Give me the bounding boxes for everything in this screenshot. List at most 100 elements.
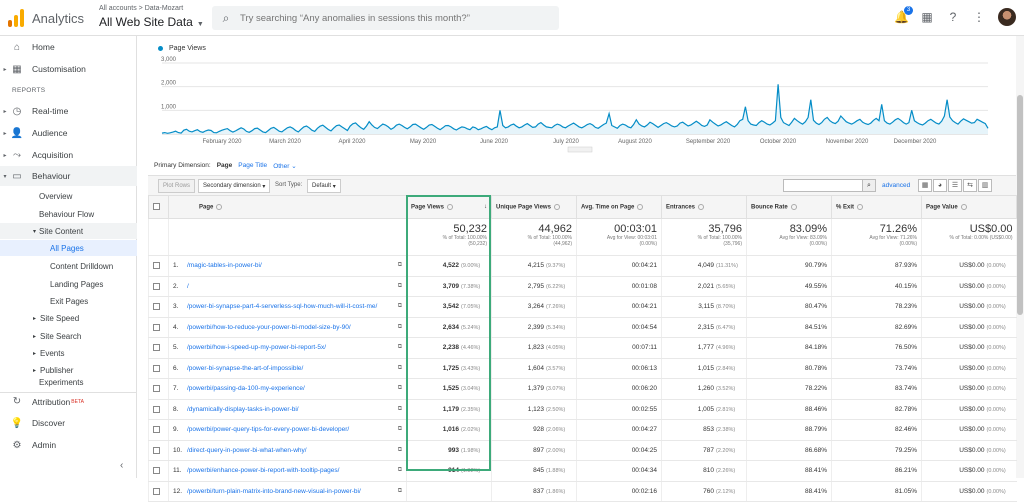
sort-type-select[interactable]: Default ▾ [307, 179, 341, 193]
select-all-header[interactable] [148, 195, 169, 219]
row-select-cell[interactable] [148, 337, 169, 359]
page-link[interactable]: /powerbi/how-to-reduce-your-power-bi-mod… [187, 323, 351, 331]
search-box[interactable]: ⌕ [212, 6, 559, 30]
scrollbar[interactable] [1016, 36, 1024, 478]
search-icon[interactable]: ⌕ [862, 179, 876, 192]
table-filter-input[interactable] [783, 179, 863, 192]
scrollbar-thumb[interactable] [1017, 95, 1023, 315]
row-select-cell[interactable] [148, 440, 169, 461]
help-icon[interactable]: ? [949, 10, 957, 24]
page-link[interactable]: /powerbi/passing-da-100-my-experience/ [187, 385, 305, 393]
row-checkbox[interactable] [153, 426, 160, 434]
page-link[interactable]: /powerbi/how-i-speed-up-my-power-bi-repo… [187, 344, 327, 352]
row-select-cell[interactable] [148, 317, 169, 338]
sidebar-item-customisation[interactable]: ▸ ▦ Customisation [0, 60, 137, 78]
sidebar-item-home[interactable]: ⌂ Home [0, 38, 137, 56]
dimension-page-title[interactable]: Page Title [238, 162, 268, 169]
advanced-filter-link[interactable]: advanced [882, 182, 911, 189]
row-checkbox[interactable] [153, 446, 160, 454]
row-select-cell[interactable] [148, 378, 169, 400]
open-external-icon[interactable]: ⧉ [397, 446, 402, 453]
row-select-cell[interactable] [148, 255, 169, 277]
open-external-icon[interactable]: ⧉ [397, 344, 402, 351]
page-link[interactable]: /powerbi/turn-plain-matrix-into-brand-ne… [187, 487, 361, 495]
sidebar-item-exit-pages[interactable]: Exit Pages [50, 296, 89, 306]
row-checkbox[interactable] [153, 303, 160, 311]
open-external-icon[interactable]: ⧉ [397, 323, 402, 330]
row-checkbox[interactable] [153, 344, 160, 352]
column-header-exit[interactable]: % Exit [831, 195, 922, 219]
row-checkbox[interactable] [153, 323, 160, 331]
sidebar-item-realtime[interactable]: ▸ ◷ Real-time [0, 102, 137, 120]
row-checkbox[interactable] [153, 385, 160, 393]
row-select-cell[interactable] [148, 481, 169, 502]
row-select-cell[interactable] [148, 358, 169, 379]
open-external-icon[interactable]: ⧉ [397, 467, 402, 474]
row-select-cell[interactable] [148, 399, 169, 420]
sidebar-item-content-drilldown[interactable]: Content Drilldown [50, 261, 114, 271]
performance-view-icon[interactable]: ☰ [948, 179, 962, 192]
page-views-chart[interactable]: 3,000 2,000 1,000 February 2020 March 2020 Ap… [150, 55, 1002, 155]
row-checkbox[interactable] [153, 364, 160, 372]
apps-grid-icon[interactable]: ▦ [921, 10, 933, 24]
open-external-icon[interactable]: ⧉ [397, 385, 402, 392]
row-checkbox[interactable] [153, 405, 160, 413]
analytics-logo[interactable] [8, 9, 24, 27]
row-checkbox[interactable] [153, 262, 160, 270]
row-select-cell[interactable] [148, 276, 169, 297]
dimension-page[interactable]: Page [216, 162, 233, 169]
sidebar-item-attribution[interactable]: ↻ Attribution BETA [0, 392, 137, 410]
row-checkbox[interactable] [153, 282, 160, 290]
notifications-icon[interactable]: 🔔 3 [894, 6, 913, 24]
sidebar-item-admin[interactable]: ⚙ Admin [0, 436, 137, 454]
dimension-other[interactable]: Other ⌄ [273, 162, 297, 170]
row-select-cell[interactable] [148, 296, 169, 318]
sidebar-item-site-speed[interactable]: ▸ Site Speed [0, 310, 137, 326]
pivot-view-icon[interactable]: ▥ [978, 179, 992, 192]
page-link[interactable]: /power-bi-synapse-the-art-of-impossible/ [187, 364, 304, 372]
more-vert-icon[interactable]: ⋮ [973, 10, 985, 24]
pie-view-icon[interactable]: ◕ [933, 179, 947, 192]
sidebar-item-acquisition[interactable]: ▸ ⤳ Acquisition [0, 146, 137, 164]
sidebar-item-behaviour[interactable]: ▾ ▭ Behaviour [0, 166, 137, 186]
search-input[interactable] [240, 12, 540, 24]
row-checkbox[interactable] [153, 487, 160, 495]
secondary-dimension-select[interactable]: Secondary dimension ▾ [198, 179, 271, 193]
sidebar-item-publisher[interactable]: ▸ Publisher [0, 362, 137, 378]
avatar[interactable] [998, 8, 1016, 26]
column-header-page-value[interactable]: Page Value [921, 195, 1017, 219]
sidebar-item-all-pages[interactable]: All Pages [0, 240, 137, 256]
column-header-bounce-rate[interactable]: Bounce Rate [746, 195, 832, 219]
page-link[interactable]: / [187, 282, 189, 290]
table-view-icon[interactable]: ▦ [918, 179, 932, 192]
page-link[interactable]: /direct-query-in-power-bi-what-when-why/ [187, 446, 307, 454]
column-header-entrances[interactable]: Entrances [661, 195, 747, 219]
open-external-icon[interactable]: ⧉ [397, 364, 402, 371]
page-link[interactable]: /powerbi/power-query-tips-for-every-powe… [187, 426, 350, 434]
column-header-unique-page-views[interactable]: Unique Page Views [491, 195, 577, 219]
chart-resize-handle[interactable] [567, 146, 593, 153]
open-external-icon[interactable]: ⧉ [397, 426, 402, 433]
page-link[interactable]: /dynamically-display-tasks-in-power-bi/ [187, 405, 299, 413]
account-breadcrumb[interactable]: All accounts > Data-Mozart [99, 5, 184, 12]
page-link[interactable]: /magic-tables-in-power-bi/ [187, 262, 262, 270]
collapse-sidebar-icon[interactable]: ‹ [120, 460, 124, 471]
account-selector[interactable]: All Web Site Data ▼ [99, 15, 204, 29]
open-external-icon[interactable]: ⧉ [397, 303, 402, 310]
column-header-avg-time[interactable]: Avg. Time on Page [576, 195, 662, 219]
plot-rows-button[interactable]: Plot Rows [158, 179, 196, 193]
row-select-cell[interactable] [148, 419, 169, 441]
select-all-checkbox[interactable] [153, 203, 160, 211]
sidebar-item-overview[interactable]: Overview [39, 191, 73, 201]
page-link[interactable]: /powerbi/enhance-power-bi-report-with-to… [187, 467, 340, 475]
column-header-page[interactable]: Page [168, 195, 407, 219]
comparison-view-icon[interactable]: ⇆ [963, 179, 977, 192]
sidebar-item-site-content[interactable]: ▾ Site Content [0, 223, 137, 239]
row-checkbox[interactable] [153, 467, 160, 475]
sidebar-item-audience[interactable]: ▸ 👤 Audience [0, 124, 137, 142]
sidebar-item-behaviour-flow[interactable]: Behaviour Flow [39, 209, 95, 219]
open-external-icon[interactable]: ⧉ [397, 262, 402, 269]
open-external-icon[interactable]: ⧉ [397, 487, 402, 494]
sidebar-item-experiments[interactable]: Experiments [39, 378, 84, 387]
sidebar-item-events[interactable]: ▸ Events [0, 345, 137, 361]
